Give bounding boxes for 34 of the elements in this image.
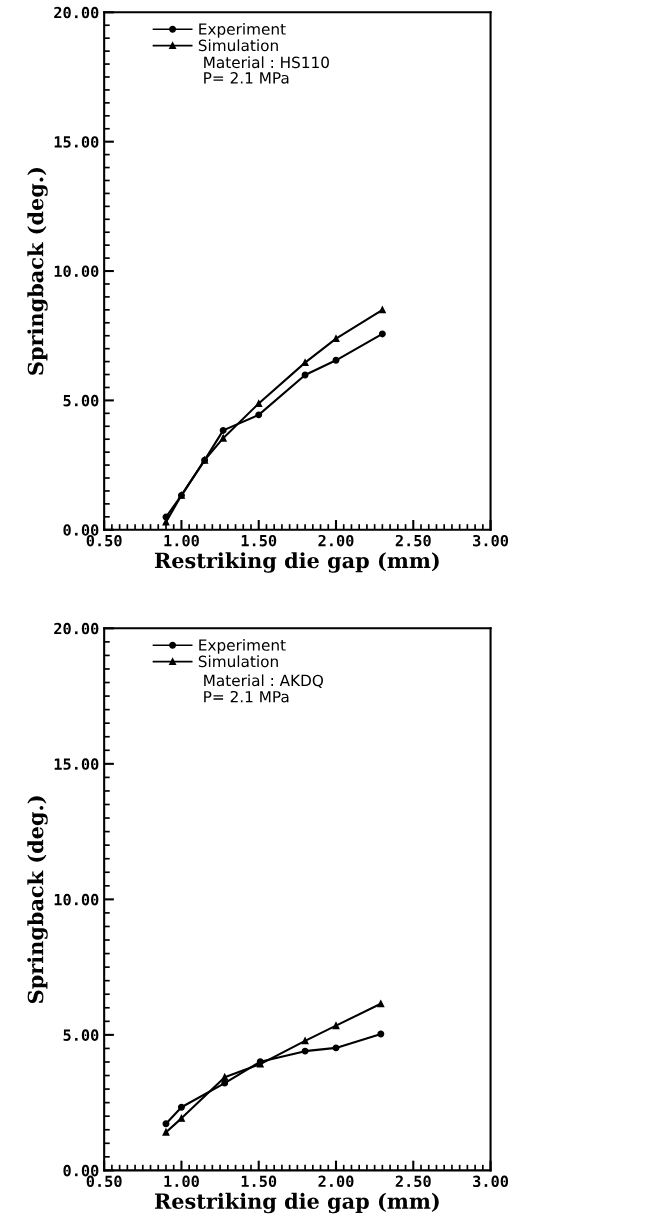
y-tick-label: 15.00	[54, 758, 99, 770]
y-tick-label: 10.00	[54, 893, 99, 906]
x-tick-label: 1.00	[164, 1175, 199, 1188]
y-tick-label: 10.00	[54, 265, 99, 278]
x-tick-label: 3.00	[473, 1175, 509, 1188]
legend-label: Experiment	[199, 23, 286, 38]
legend-label: Simulation	[198, 655, 278, 668]
x-tick-label: 2.50	[395, 534, 431, 547]
x-tick-label: 1.50	[241, 534, 277, 547]
y-tick-label: 5.00	[63, 1029, 99, 1041]
annotation: Material : HS110	[204, 56, 329, 69]
y-tick-label: 5.00	[63, 394, 99, 407]
y-tick-label: 0.00	[63, 524, 99, 536]
x-tick-label: 2.50	[395, 1175, 431, 1188]
x-axis-title: Restriking die gap (mm)	[154, 1192, 439, 1214]
annotation: Material : AKDQ	[204, 674, 324, 688]
y-axis-title: Springback (deg.)	[27, 168, 48, 375]
x-axis-title: Restriking die gap (mm)	[154, 552, 439, 573]
annotation: P= 2.1 MPa	[204, 72, 289, 84]
x-tick-label: 1.00	[164, 534, 199, 547]
y-tick-label: 20.00	[54, 622, 99, 635]
y-tick-label: 0.00	[63, 1164, 99, 1177]
legend-label: Experiment	[199, 639, 286, 654]
legend-label: Simulation	[198, 39, 278, 52]
x-tick-label: 0.50	[86, 1175, 122, 1188]
y-axis-title: Springback (deg.)	[27, 796, 48, 1003]
x-tick-label: 1.50	[241, 1175, 277, 1188]
y-tick-label: 15.00	[54, 136, 99, 148]
y-tick-label: 20.00	[54, 6, 99, 19]
x-tick-label: 3.00	[473, 534, 509, 547]
x-tick-label: 2.00	[318, 534, 354, 547]
x-tick-label: 0.50	[86, 534, 122, 547]
annotation: P= 2.1 MPa	[204, 690, 289, 703]
x-tick-label: 2.00	[318, 1175, 354, 1188]
